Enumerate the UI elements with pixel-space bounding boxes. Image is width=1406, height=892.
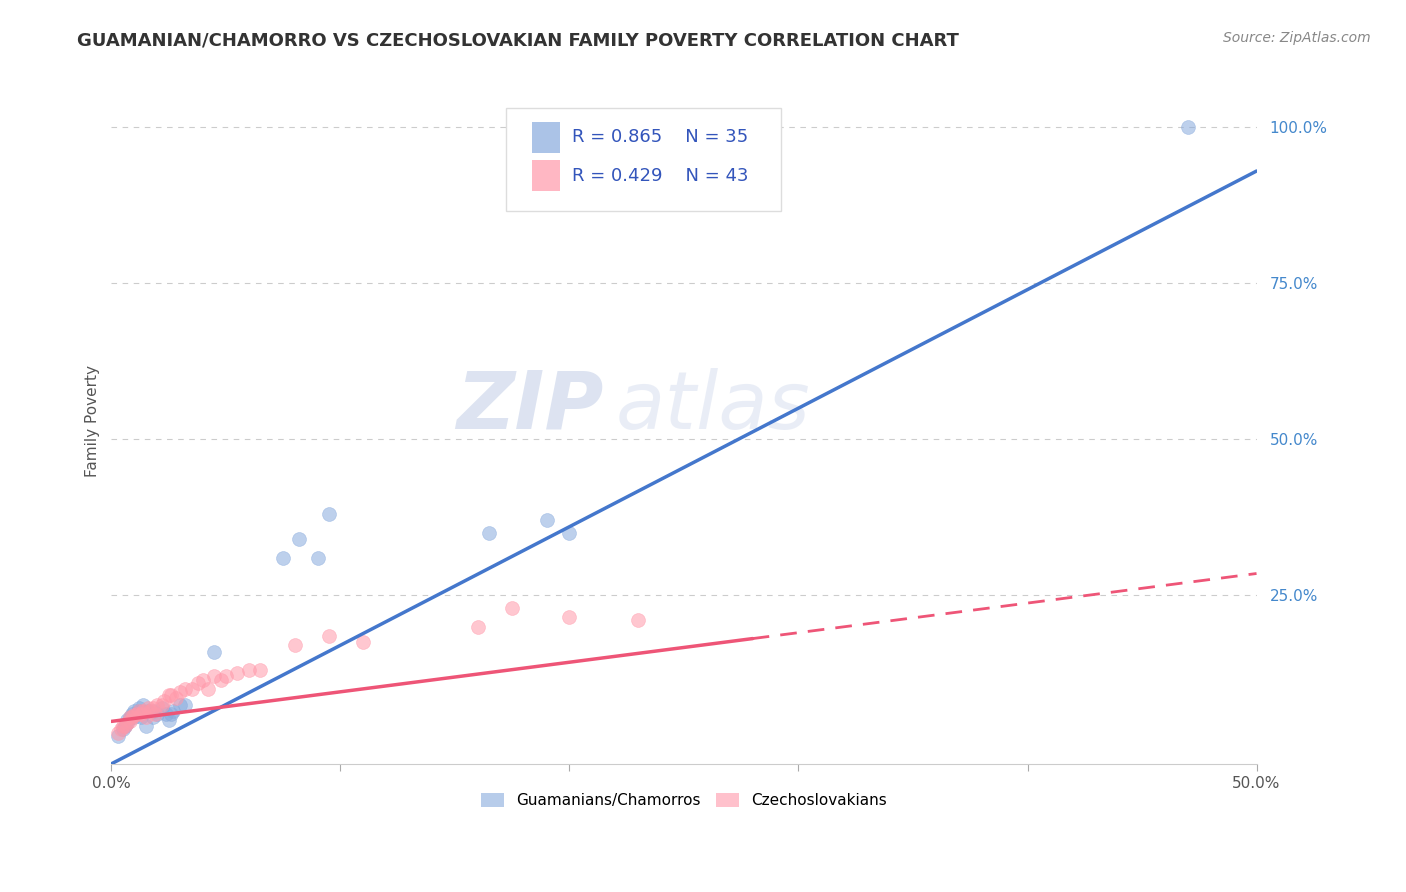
Point bbox=[204, 644, 226, 658]
Point bbox=[124, 704, 146, 718]
Point bbox=[121, 706, 143, 721]
Point bbox=[284, 638, 307, 652]
Text: R = 0.865    N = 35: R = 0.865 N = 35 bbox=[572, 128, 748, 146]
Point bbox=[271, 550, 294, 565]
Point bbox=[318, 507, 340, 521]
Y-axis label: Family Poverty: Family Poverty bbox=[86, 365, 100, 476]
FancyBboxPatch shape bbox=[506, 108, 782, 211]
Bar bbox=[531, 121, 561, 153]
Point bbox=[118, 710, 141, 724]
Point bbox=[169, 685, 191, 699]
Point bbox=[117, 713, 139, 727]
Point bbox=[111, 723, 134, 737]
Point bbox=[142, 700, 165, 714]
Point bbox=[110, 723, 132, 737]
Point bbox=[478, 525, 501, 540]
Point bbox=[173, 698, 195, 712]
Point bbox=[146, 698, 169, 712]
Bar bbox=[531, 161, 561, 191]
Point bbox=[124, 708, 146, 723]
Point bbox=[135, 710, 157, 724]
Point bbox=[139, 704, 162, 718]
Point bbox=[150, 698, 173, 712]
Point bbox=[155, 706, 177, 721]
Point bbox=[558, 525, 581, 540]
Point bbox=[1177, 120, 1199, 135]
Point bbox=[132, 698, 155, 712]
Point bbox=[467, 619, 489, 633]
Point bbox=[146, 706, 169, 721]
Point bbox=[128, 704, 150, 718]
Point bbox=[204, 669, 226, 683]
Point bbox=[150, 700, 173, 714]
Point bbox=[135, 719, 157, 733]
Point bbox=[129, 710, 152, 724]
Point bbox=[157, 713, 180, 727]
Text: atlas: atlas bbox=[616, 368, 810, 446]
Point bbox=[173, 681, 195, 696]
Point bbox=[124, 710, 146, 724]
Point bbox=[180, 681, 202, 696]
Point bbox=[143, 706, 166, 721]
Point bbox=[165, 691, 187, 706]
Text: GUAMANIAN/CHAMORRO VS CZECHOSLOVAKIAN FAMILY POVERTY CORRELATION CHART: GUAMANIAN/CHAMORRO VS CZECHOSLOVAKIAN FA… bbox=[77, 31, 959, 49]
Point bbox=[352, 635, 374, 649]
Point bbox=[117, 716, 139, 731]
Point bbox=[153, 694, 176, 708]
Point bbox=[117, 716, 139, 731]
Point bbox=[162, 704, 184, 718]
Text: Source: ZipAtlas.com: Source: ZipAtlas.com bbox=[1223, 31, 1371, 45]
Point bbox=[142, 710, 165, 724]
Point bbox=[125, 706, 148, 721]
Point bbox=[501, 600, 523, 615]
Point bbox=[187, 675, 209, 690]
Point bbox=[118, 714, 141, 729]
Point bbox=[107, 725, 129, 739]
Point bbox=[558, 610, 581, 624]
Point bbox=[197, 681, 219, 696]
Point bbox=[114, 719, 136, 733]
Point bbox=[128, 704, 150, 718]
Point bbox=[128, 700, 150, 714]
Point bbox=[238, 663, 260, 677]
Point bbox=[118, 710, 141, 724]
Point bbox=[107, 729, 129, 743]
Point bbox=[129, 706, 152, 721]
Text: ZIP: ZIP bbox=[457, 368, 603, 446]
Point bbox=[249, 663, 271, 677]
Point bbox=[215, 669, 238, 683]
Point bbox=[121, 710, 143, 724]
Point bbox=[160, 688, 183, 702]
Point bbox=[125, 706, 148, 721]
Point bbox=[307, 550, 329, 565]
Point bbox=[136, 704, 159, 718]
Point bbox=[136, 700, 159, 714]
Point bbox=[536, 513, 558, 527]
Point bbox=[157, 688, 180, 702]
Point bbox=[209, 673, 232, 687]
Point bbox=[318, 629, 340, 643]
Point bbox=[111, 719, 134, 733]
Point bbox=[132, 704, 155, 718]
Point bbox=[160, 706, 183, 721]
Point bbox=[114, 719, 136, 733]
Point bbox=[169, 698, 191, 712]
Point bbox=[627, 613, 650, 627]
Point bbox=[191, 673, 214, 687]
Text: R = 0.429    N = 43: R = 0.429 N = 43 bbox=[572, 167, 748, 185]
Point bbox=[288, 532, 311, 546]
Point bbox=[142, 704, 165, 718]
Legend: Guamanians/Chamorros, Czechoslovakians: Guamanians/Chamorros, Czechoslovakians bbox=[475, 788, 893, 814]
Point bbox=[226, 666, 249, 681]
